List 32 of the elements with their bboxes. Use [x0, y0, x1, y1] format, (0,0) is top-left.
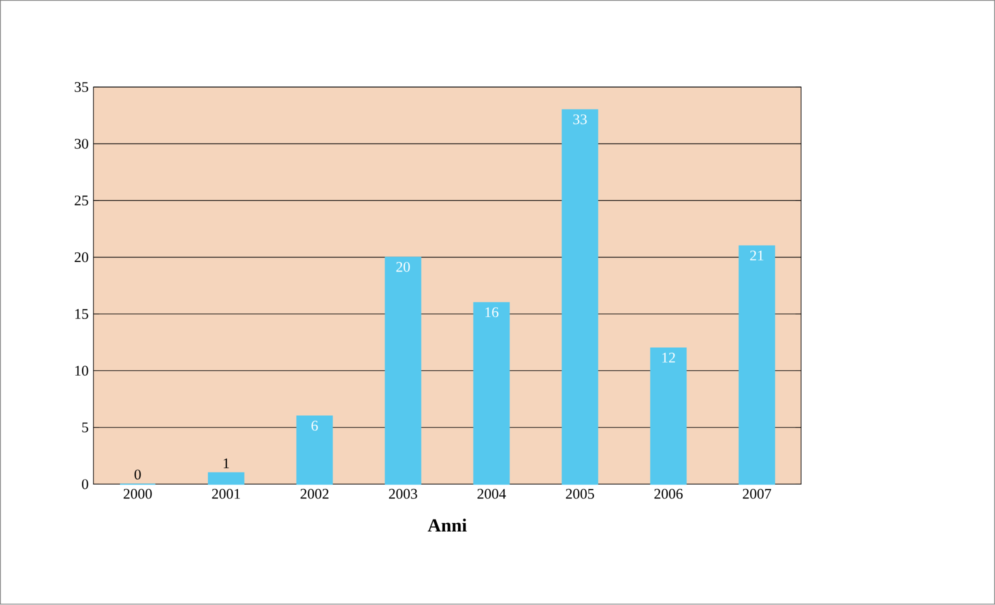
bar [738, 246, 776, 485]
x-tick-label: 2002 [300, 489, 328, 500]
x-tick-label: 2006 [654, 489, 683, 500]
y-tick-label: 35 [74, 82, 88, 92]
x-tick-label: 2000 [124, 489, 152, 500]
data-label: 21 [750, 250, 764, 261]
data-label: 33 [573, 114, 587, 125]
bar [650, 348, 687, 485]
bar [384, 256, 422, 485]
y-tick-label: 30 [74, 139, 88, 149]
data-label: 1 [224, 458, 229, 468]
x-tick-label: 2001 [212, 489, 240, 500]
y-tick-label: 5 [82, 422, 88, 433]
y-tick-label: 25 [74, 196, 88, 206]
x-tick-label: 2005 [566, 489, 594, 500]
bar [473, 302, 510, 485]
data-label: 12 [662, 352, 675, 363]
data-label: 0 [134, 470, 141, 480]
data-label: 16 [485, 308, 498, 318]
bar [562, 109, 598, 485]
bar [208, 472, 244, 485]
bar [296, 416, 333, 485]
x-tick-label: 2003 [389, 489, 418, 500]
y-tick-label: 0 [82, 479, 88, 490]
x-tick-label: 2007 [742, 489, 772, 500]
x-tick-label: 2004 [477, 489, 506, 500]
data-label: 6 [312, 421, 318, 431]
y-tick-label: 20 [74, 252, 88, 262]
x-axis-title: Anni [428, 518, 467, 532]
data-label: 20 [396, 262, 410, 272]
y-tick-label: 15 [75, 309, 88, 320]
y-tick-label: 10 [75, 366, 88, 376]
